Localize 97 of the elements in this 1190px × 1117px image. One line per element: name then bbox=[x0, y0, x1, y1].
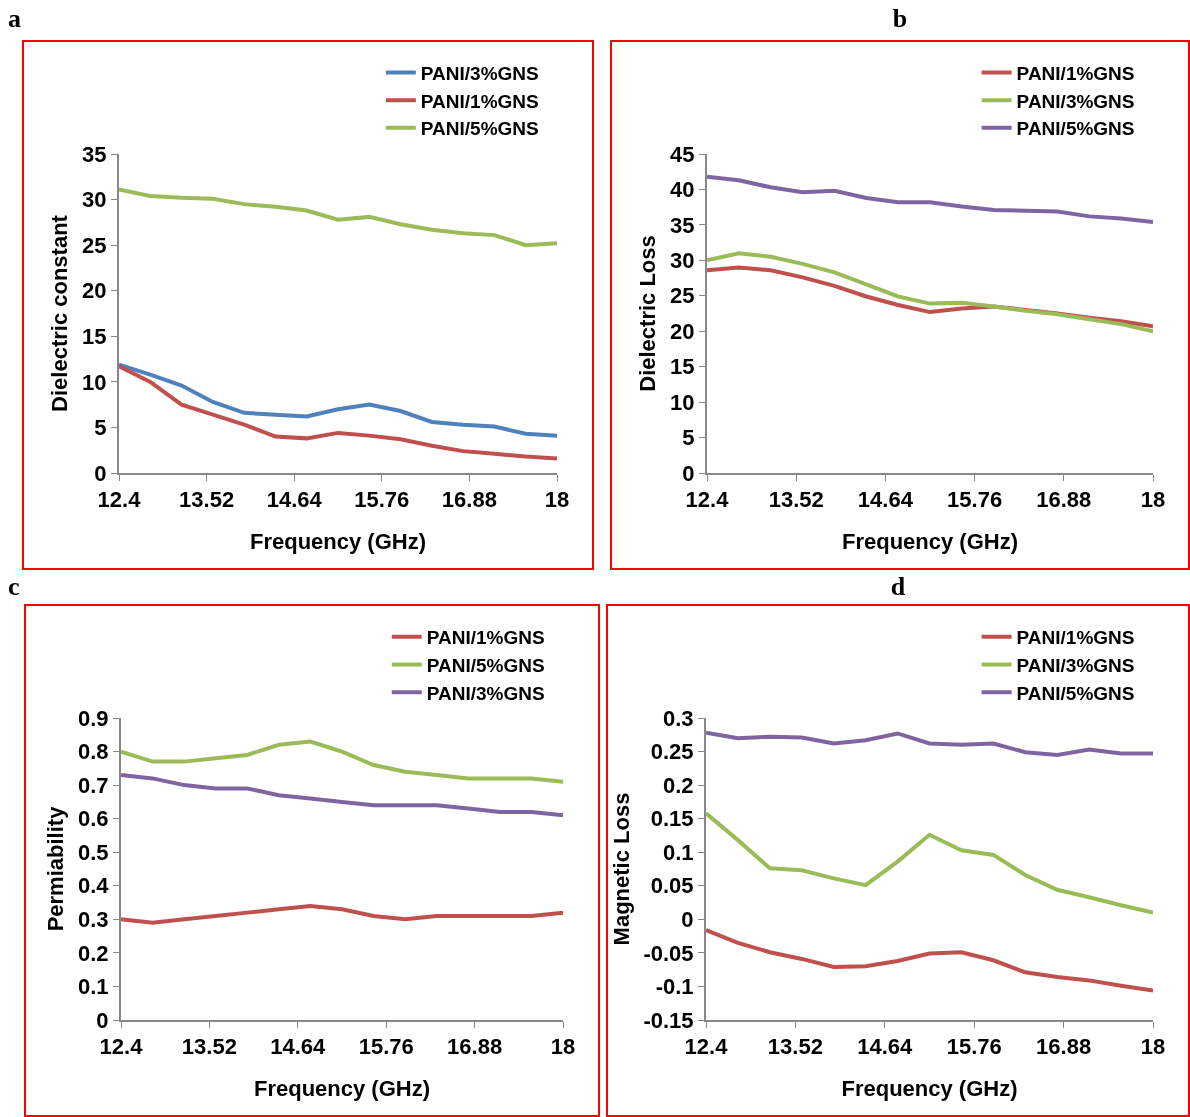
x-tick-label: 14.64 bbox=[270, 1034, 327, 1060]
line-series bbox=[121, 739, 563, 784]
x-axis-title: Frequency (GHz) bbox=[841, 528, 1019, 554]
chart-title: c bbox=[8, 572, 21, 602]
x-axis-title: Frequency (GHz) bbox=[253, 1075, 431, 1101]
line-series bbox=[121, 903, 563, 925]
legend-label: PANI/1%GNS bbox=[426, 627, 545, 649]
y-tick-label: 0.5 bbox=[78, 839, 109, 865]
x-tick-label: 12.4 bbox=[97, 487, 142, 513]
line-series bbox=[119, 362, 557, 438]
y-tick-label: 0.6 bbox=[78, 806, 109, 832]
y-tick-label: 0.8 bbox=[78, 739, 109, 765]
chart-title: a bbox=[8, 4, 22, 34]
x-tick-label: 18 bbox=[550, 1034, 576, 1060]
x-tick-label: 15.76 bbox=[947, 487, 1003, 513]
line-series bbox=[121, 773, 563, 818]
chart-title: d bbox=[889, 572, 907, 602]
y-tick-label: 30 bbox=[670, 248, 695, 274]
y-tick-label: 0.2 bbox=[78, 940, 109, 966]
y-tick-label: 45 bbox=[670, 141, 695, 167]
x-tick-label: 12.4 bbox=[99, 1034, 144, 1060]
y-tick-label: 0 bbox=[96, 1007, 109, 1033]
y-axis-title: Dielectric Loss bbox=[635, 235, 661, 392]
y-axis-title: Dielectric constant bbox=[47, 214, 73, 412]
y-tick-label: 0.2 bbox=[663, 772, 694, 798]
y-tick-label: 5 bbox=[682, 425, 695, 451]
y-tick-label: -0.15 bbox=[643, 1007, 694, 1033]
y-tick-label: 20 bbox=[670, 318, 695, 344]
x-tick-label: 12.4 bbox=[684, 1034, 729, 1060]
y-tick-label: 0.7 bbox=[78, 772, 109, 798]
y-tick-label: 15 bbox=[670, 354, 695, 380]
y-tick-label: 0.25 bbox=[650, 739, 694, 765]
y-tick-label: 0 bbox=[94, 460, 107, 486]
y-tick-label: 25 bbox=[82, 232, 107, 258]
line-series bbox=[706, 928, 1153, 993]
x-tick-label: 12.4 bbox=[685, 487, 730, 513]
y-tick-label: 10 bbox=[670, 389, 695, 415]
x-axis-title: Frequency (GHz) bbox=[841, 1075, 1018, 1101]
line-series bbox=[707, 174, 1153, 225]
x-tick-label: 13.52 bbox=[768, 487, 824, 513]
y-tick-label: 35 bbox=[82, 141, 107, 167]
x-tick-label: 18 bbox=[1140, 1034, 1166, 1060]
y-tick-label: 25 bbox=[670, 283, 695, 309]
y-tick-label: 10 bbox=[82, 369, 107, 395]
x-tick-label: 15.76 bbox=[946, 1034, 1002, 1060]
y-tick-label: 0.4 bbox=[78, 873, 110, 899]
chart-title: b bbox=[891, 4, 909, 34]
x-tick-label: 14.64 bbox=[857, 487, 914, 513]
x-tick-label: 16.88 bbox=[1036, 487, 1092, 513]
legend-label: PANI/3%GNS bbox=[426, 682, 545, 704]
x-tick-label: 15.76 bbox=[354, 487, 410, 513]
y-tick-label: 15 bbox=[82, 323, 107, 349]
x-tick-label: 14.64 bbox=[266, 487, 323, 513]
y-tick-label: 20 bbox=[82, 278, 107, 304]
y-axis-title: Magnetic Loss bbox=[608, 792, 634, 946]
legend-label: PANI/5%GNS bbox=[420, 118, 539, 140]
legend-label: PANI/1%GNS bbox=[420, 90, 539, 112]
line-series bbox=[707, 251, 1153, 334]
x-tick-label: 18 bbox=[544, 487, 570, 513]
line-series bbox=[706, 730, 1153, 757]
y-tick-label: 30 bbox=[82, 187, 107, 213]
y-tick-label: 0.3 bbox=[663, 705, 694, 731]
line-series bbox=[706, 811, 1153, 915]
legend-label: PANI/3%GNS bbox=[1016, 90, 1135, 112]
x-tick-label: 14.64 bbox=[857, 1034, 914, 1060]
y-axis-title: Permiability bbox=[43, 805, 69, 932]
legend-label: PANI/5%GNS bbox=[426, 654, 545, 676]
x-tick-label: 13.52 bbox=[179, 487, 235, 513]
legend-label: PANI/5%GNS bbox=[1016, 118, 1135, 140]
legend-label: PANI/5%GNS bbox=[1016, 682, 1135, 704]
y-tick-label: 0 bbox=[681, 907, 694, 933]
line-series bbox=[119, 364, 557, 461]
x-tick-label: 13.52 bbox=[767, 1034, 823, 1060]
y-tick-label: 35 bbox=[670, 212, 695, 238]
legend-label: PANI/1%GNS bbox=[1016, 627, 1135, 649]
legend-label: PANI/3%GNS bbox=[420, 62, 539, 84]
x-tick-label: 16.88 bbox=[441, 487, 497, 513]
x-tick-label: 16.88 bbox=[1036, 1034, 1092, 1060]
x-tick-label: 15.76 bbox=[358, 1034, 414, 1060]
x-tick-label: 16.88 bbox=[447, 1034, 503, 1060]
y-tick-label: 5 bbox=[94, 415, 107, 441]
y-tick-label: 0 bbox=[682, 460, 695, 486]
y-tick-label: -0.1 bbox=[655, 974, 694, 1000]
legend-label: PANI/3%GNS bbox=[1016, 654, 1135, 676]
x-axis-title: Frequency (GHz) bbox=[249, 528, 427, 554]
y-tick-label: 0.1 bbox=[78, 974, 109, 1000]
legend-label: PANI/1%GNS bbox=[1016, 62, 1135, 84]
x-tick-label: 13.52 bbox=[181, 1034, 237, 1060]
y-tick-label: 0.15 bbox=[650, 806, 694, 832]
y-tick-label: -0.05 bbox=[643, 940, 694, 966]
y-tick-label: 0.9 bbox=[78, 705, 109, 731]
y-tick-label: 40 bbox=[670, 177, 695, 203]
y-tick-label: 0.1 bbox=[663, 839, 694, 865]
y-tick-label: 0.3 bbox=[78, 907, 109, 933]
x-tick-label: 18 bbox=[1140, 487, 1166, 513]
y-tick-label: 0.05 bbox=[650, 873, 694, 899]
line-series bbox=[119, 187, 557, 248]
